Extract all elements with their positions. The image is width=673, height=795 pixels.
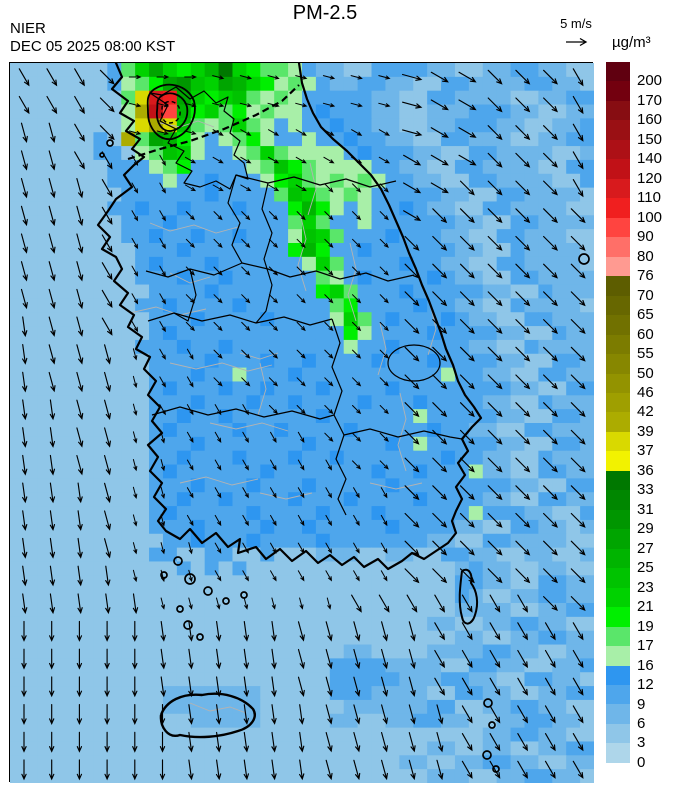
colorbar-tick-label: 27	[637, 539, 654, 557]
colorbar-tick-label: 17	[637, 637, 654, 655]
colorbar-segment	[606, 276, 630, 296]
colorbar-segment	[606, 704, 630, 724]
colorbar-segment	[606, 217, 630, 238]
colorbar-tick-label: 110	[637, 189, 661, 207]
colorbar-segment	[606, 237, 630, 257]
colorbar-tick-label: 80	[637, 247, 654, 265]
colorbar-segment	[606, 529, 630, 549]
map-canvas	[10, 63, 594, 783]
colorbar-tick-label: 140	[637, 150, 663, 168]
colorbar-segment	[606, 587, 630, 608]
timestamp-label: DEC 05 2025 08:00 KST	[10, 38, 176, 55]
colorbar-tick-label: 170	[637, 91, 663, 109]
colorbar-tick-label: 100	[637, 208, 663, 226]
dmz-line	[127, 84, 300, 161]
colorbar-segment	[606, 295, 630, 316]
colorbar-tick-label: 39	[637, 422, 654, 440]
colorbar-tick-label: 0	[637, 753, 646, 771]
pm25-contours	[146, 83, 196, 140]
colorbar-segment	[606, 548, 630, 569]
colorbar-tick-label: 60	[637, 325, 654, 343]
colorbar-tick-label: 23	[637, 578, 654, 596]
colorbar-tick-label: 29	[637, 520, 654, 538]
colorbar-segment	[606, 509, 630, 530]
agency-label: NIER	[10, 20, 46, 37]
colorbar-tick-label: 50	[637, 364, 654, 382]
colorbar-segment	[606, 568, 630, 588]
units-label: µg/m³	[612, 34, 651, 51]
province-boundaries	[145, 86, 463, 516]
colorbar-tick-label: 9	[637, 695, 646, 713]
colorbar-segment	[606, 626, 630, 647]
wind-scale-label: 5 m/s	[560, 16, 592, 31]
colorbar-segment	[606, 373, 630, 393]
colorbar-segment	[606, 178, 630, 199]
colorbar-segment	[606, 665, 630, 685]
colorbar-segment	[606, 646, 630, 666]
pm25-map	[9, 62, 594, 783]
colorbar-tick-label: 19	[637, 617, 654, 635]
colorbar-tick-label: 120	[637, 169, 663, 187]
colorbar-tick-label: 37	[637, 442, 654, 460]
colorbar-segment	[606, 743, 630, 763]
colorbar-segment	[606, 431, 630, 452]
colorbar-tick-label: 90	[637, 228, 654, 246]
colorbar-segment	[606, 470, 630, 491]
colorbar-tick-label: 33	[637, 481, 654, 499]
colorbar-segment	[606, 120, 630, 140]
colorbar-segment	[606, 412, 630, 432]
colorbar-tick-label: 21	[637, 598, 654, 616]
colorbar-segment	[606, 159, 630, 179]
colorbar-segment	[606, 198, 630, 218]
colorbar-tick-label: 36	[637, 461, 654, 479]
colorbar-tick-label: 200	[637, 72, 663, 90]
colorbar-segment	[606, 334, 630, 355]
colorbar-tick-label: 3	[637, 734, 646, 752]
colorbar-segment	[606, 139, 630, 160]
colorbar-segment	[606, 354, 630, 374]
colorbar-tick-label: 55	[637, 345, 654, 363]
colorbar-tick-label: 31	[637, 500, 654, 518]
colorbar-tick-label: 12	[637, 676, 654, 694]
wind-arrows	[18, 68, 586, 781]
colorbar-tick-label: 46	[637, 383, 654, 401]
colorbar-tick-label: 65	[637, 306, 654, 324]
colorbar-segment	[606, 451, 630, 471]
colorbar-segment	[606, 490, 630, 510]
coastline	[96, 63, 483, 571]
colorbar-tick-label: 6	[637, 714, 646, 732]
colorbar-segment	[606, 81, 630, 101]
colorbar-tick-label: 70	[637, 286, 654, 304]
colorbar-segment	[606, 62, 630, 82]
pm25-grid	[10, 63, 594, 783]
colorbar-segment	[606, 100, 630, 121]
colorbar-segment	[606, 315, 630, 335]
colorbar-segment	[606, 256, 630, 277]
colorbar-segment	[606, 607, 630, 627]
colorbar-segment	[606, 723, 630, 744]
page-title: PM-2.5	[292, 2, 358, 24]
colorbar-tick-label: 16	[637, 656, 654, 674]
wind-scale-arrow-icon	[566, 37, 588, 47]
colorbar-tick-label: 25	[637, 559, 654, 577]
colorbar-segment	[606, 392, 630, 413]
colorbar-tick-label: 42	[637, 403, 654, 421]
colorbar-segment	[606, 685, 630, 705]
colorbar-tick-label: 76	[637, 267, 654, 285]
colorbar-tick-label: 160	[637, 111, 663, 129]
colorbar	[606, 62, 630, 763]
colorbar-tick-label: 150	[637, 130, 663, 148]
